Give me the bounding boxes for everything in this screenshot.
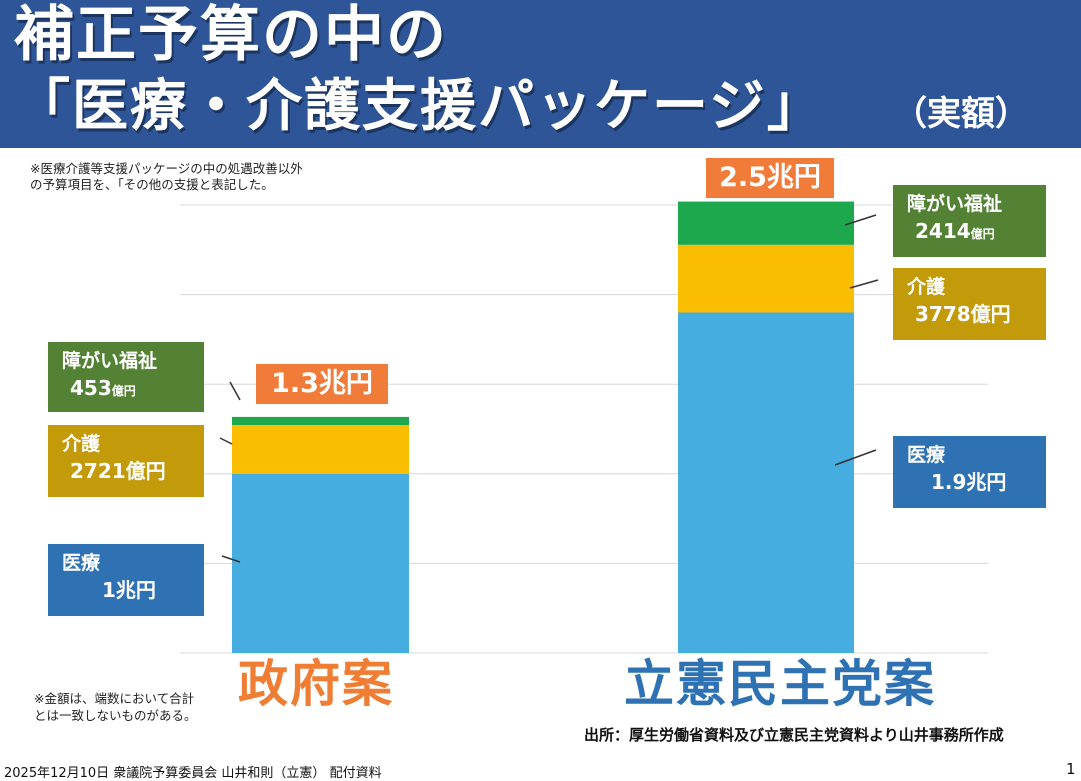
bar-gov-kaigo <box>232 425 409 474</box>
leader-lines <box>219 214 879 563</box>
label-cdp-shogai-amount: 2414億円 <box>915 219 995 243</box>
label-gov-kaigo: 介護 2721億円 <box>48 425 204 497</box>
leader-line <box>849 279 879 289</box>
leader-line <box>834 449 877 466</box>
label-cdp-kaigo-amount: 3778億円 <box>915 302 1011 326</box>
label-gov-kaigo-category: 介護 <box>62 433 101 455</box>
page-title-line2: 「医療・介護支援パッケージ」 <box>14 74 825 139</box>
title-banner: 補正予算の中の 「医療・介護支援パッケージ」 （実額） <box>0 0 1081 148</box>
label-cdp-shogai: 障がい福祉 2414億円 <box>893 185 1046 257</box>
label-gov-shogai-amount: 453億円 <box>70 376 136 400</box>
page-title-subtitle: （実額） <box>893 94 1029 134</box>
category-label-cdp: 立憲民主党案 <box>624 655 936 713</box>
source-note: 出所：厚生労働省資料及び立憲民主党資料より山井事務所作成 <box>584 726 1004 744</box>
total-cdp: 2.5兆円 <box>706 158 834 198</box>
footer-text: 2025年12月10日 衆議院予算委員会 山井和則（立憲） 配付資料 <box>4 766 382 781</box>
bar-gov-shogai <box>232 416 409 426</box>
page-title-line1: 補正予算の中の <box>14 0 448 70</box>
bars <box>232 201 854 653</box>
label-cdp-kaigo-category: 介護 <box>907 276 946 298</box>
label-cdp-shogai-category: 障がい福祉 <box>907 193 1003 215</box>
label-gov-shogai-category: 障がい福祉 <box>62 350 158 372</box>
label-cdp-kaigo: 介護 3778億円 <box>893 268 1046 340</box>
label-gov-kaigo-amount: 2721億円 <box>70 459 166 483</box>
bar-cdp-shogai <box>678 201 854 245</box>
total-gov: 1.3兆円 <box>256 364 388 404</box>
leader-line <box>844 214 877 226</box>
label-cdp-iryo-amount: 1.9兆円 <box>931 470 1007 494</box>
bar-cdp-iryo <box>678 312 854 653</box>
leader-line <box>229 381 241 401</box>
page-number: 1 <box>1066 760 1076 778</box>
note-bottom: ※金額は、端数において合計 とは一致しないものがある。 <box>34 691 197 723</box>
leader-line <box>219 437 233 445</box>
label-cdp-iryo: 医療 1.9兆円 <box>893 436 1046 508</box>
bar-cdp-kaigo <box>678 244 854 313</box>
label-gov-iryo: 医療 1兆円 <box>48 544 204 616</box>
note-top: ※医療介護等支援パッケージの中の処遇改善以外 の予算項目を、「その他の支援と表記… <box>30 161 303 192</box>
label-cdp-iryo-category: 医療 <box>907 444 946 466</box>
category-label-gov: 政府案 <box>238 655 394 713</box>
bar-gov-iryo <box>232 473 409 653</box>
label-gov-iryo-category: 医療 <box>62 552 101 574</box>
label-gov-shogai: 障がい福祉 453億円 <box>48 342 204 412</box>
label-gov-iryo-amount: 1兆円 <box>102 578 156 602</box>
leader-line <box>221 555 241 563</box>
